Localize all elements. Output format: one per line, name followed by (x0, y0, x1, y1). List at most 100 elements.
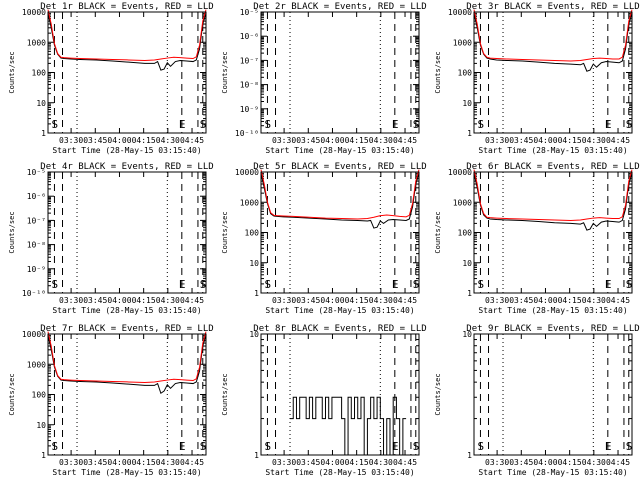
series-line-lld (473, 9, 633, 62)
x-tick-label: 04:45 (606, 136, 630, 145)
plot-frame (473, 171, 633, 294)
x-axis-label: Start Time (28-May-15 03:15:40) (52, 146, 201, 155)
series-line-lld (47, 9, 207, 61)
x-tick-label: 03:30 (272, 458, 296, 467)
y-axis-label: Counts/sec (434, 51, 442, 93)
x-tick-label: 04:30 (369, 136, 393, 145)
panel-title: Det 2r BLACK = Events, RED = LLD (253, 2, 426, 12)
x-tick-label: 04:00 (320, 458, 344, 467)
marker-label: E (392, 118, 399, 131)
x-tick-label: 03:45 (509, 296, 533, 305)
x-axis-label: Start Time (28-May-15 03:15:40) (52, 468, 201, 477)
chart-panel: Det 8r BLACK = Events, RED = LLD 1 10 03:30… (221, 324, 427, 477)
x-tick-label: 03:30 (59, 136, 83, 145)
marker-label: S (626, 118, 633, 131)
marker-label: S (413, 118, 420, 131)
y-tick-label: 1 (41, 129, 46, 138)
marker-label: S (200, 278, 207, 291)
y-tick-label: 1000 (240, 198, 259, 207)
chart-panel: Det 3r BLACK = Events, RED = LLD 1 10 100 10… (434, 2, 640, 155)
y-tick-label: 10000 (22, 330, 46, 339)
series-line-events (47, 13, 207, 71)
x-tick-label: 04:15 (558, 458, 582, 467)
x-tick-label: 04:00 (107, 296, 131, 305)
series-line-events (260, 173, 420, 229)
x-tick-label: 03:45 (296, 136, 320, 145)
plot-frame (47, 11, 207, 134)
y-tick-label: 10⁻⁸ (27, 241, 46, 250)
x-tick-label: 03:30 (59, 296, 83, 305)
marker-label: S (477, 278, 484, 291)
x-tick-label: 04:00 (320, 136, 344, 145)
x-tick-label: 04:00 (533, 458, 557, 467)
x-tick-label: 03:30 (59, 458, 83, 467)
plot-frame (47, 333, 207, 456)
x-tick-label: 03:45 (83, 136, 107, 145)
marker-label: S (477, 118, 484, 131)
y-tick-label: 1000 (453, 198, 472, 207)
x-axis-label: Start Time (28-May-15 03:15:40) (265, 146, 414, 155)
marker-label: E (179, 118, 186, 131)
x-tick-label: 04:00 (107, 136, 131, 145)
marker-label: S (200, 440, 207, 453)
plot-frame (260, 171, 420, 294)
x-tick-label: 04:00 (320, 296, 344, 305)
y-tick-label: 10000 (235, 168, 259, 177)
y-tick-label: 1 (467, 129, 472, 138)
series-line-events (473, 13, 633, 72)
y-tick-label: 1000 (27, 360, 46, 369)
y-tick-label: 10 (36, 99, 46, 108)
y-tick-label: 1 (467, 289, 472, 298)
x-axis-label: Start Time (28-May-15 03:15:40) (265, 468, 414, 477)
y-tick-label: 10⁻⁹ (240, 105, 259, 114)
y-tick-label: 10⁻⁷ (240, 56, 259, 65)
series-line-lld (473, 169, 633, 221)
x-tick-label: 04:45 (180, 458, 204, 467)
x-tick-label: 03:45 (509, 136, 533, 145)
x-tick-label: 04:45 (180, 296, 204, 305)
x-tick-label: 03:30 (485, 458, 509, 467)
x-tick-label: 04:15 (345, 136, 369, 145)
x-tick-label: 03:30 (272, 136, 296, 145)
y-axis-label: Counts/sec (221, 211, 229, 253)
y-tick-label: 10⁻⁵ (240, 8, 259, 17)
x-tick-label: 04:30 (156, 458, 180, 467)
y-tick-label: 100 (458, 229, 473, 238)
x-tick-label: 04:15 (558, 136, 582, 145)
x-axis-label: Start Time (28-May-15 03:15:40) (52, 306, 201, 315)
y-tick-label: 10000 (22, 8, 46, 17)
x-tick-label: 04:45 (606, 458, 630, 467)
y-axis-label: Counts/sec (221, 51, 229, 93)
y-axis-label: Counts/sec (434, 373, 442, 415)
panel-title: Det 8r BLACK = Events, RED = LLD (253, 324, 426, 334)
x-tick-label: 04:30 (369, 296, 393, 305)
y-tick-label: 100 (458, 69, 473, 78)
x-axis-label: Start Time (28-May-15 03:15:40) (478, 146, 627, 155)
x-axis-label: Start Time (28-May-15 03:15:40) (478, 468, 627, 477)
x-tick-label: 04:30 (582, 458, 606, 467)
panel-title: Det 9r BLACK = Events, RED = LLD (466, 324, 639, 334)
marker-label: E (179, 278, 186, 291)
marker-label: E (179, 440, 186, 453)
x-tick-label: 04:00 (533, 296, 557, 305)
x-tick-label: 04:30 (369, 458, 393, 467)
y-axis-label: Counts/sec (8, 51, 16, 93)
series-line-lld (260, 169, 420, 220)
series-line-events (473, 173, 633, 231)
y-tick-label: 10⁻¹⁰ (235, 129, 259, 138)
y-tick-label: 10 (249, 330, 259, 339)
y-tick-label: 1 (467, 451, 472, 460)
x-axis-label: Start Time (28-May-15 03:15:40) (265, 306, 414, 315)
plot-frame (260, 11, 420, 134)
chart-panel: Det 6r BLACK = Events, RED = LLD 1 10 100 10… (434, 162, 640, 315)
plot-frame (47, 171, 207, 294)
chart-panel: Det 4r BLACK = Events, RED = LLD 10⁻¹⁰ 10⁻… (8, 162, 214, 315)
panel-title: Det 7r BLACK = Events, RED = LLD (40, 324, 213, 334)
y-tick-label: 10⁻⁵ (27, 168, 46, 177)
plot-frame (473, 11, 633, 134)
y-tick-label: 1 (254, 289, 259, 298)
marker-label: S (626, 440, 633, 453)
y-tick-label: 10 (462, 259, 472, 268)
y-tick-label: 10⁻⁷ (27, 216, 46, 225)
